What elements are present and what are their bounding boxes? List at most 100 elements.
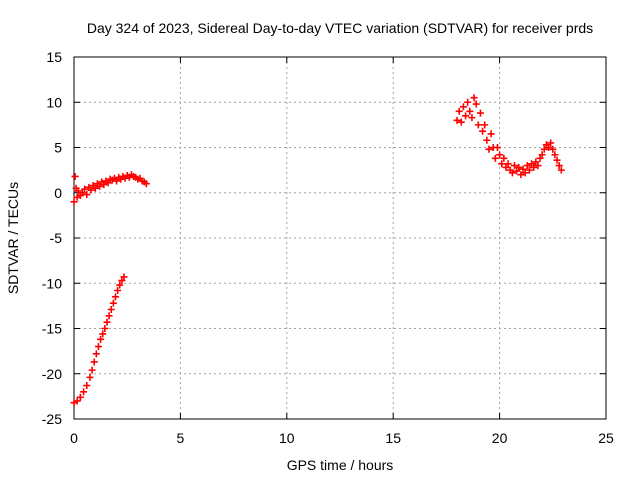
y-tick-label: -20 [42, 366, 62, 382]
data-point [545, 144, 553, 151]
data-point [517, 171, 525, 179]
data-point [532, 158, 540, 166]
data-point [557, 166, 565, 174]
data-point [523, 162, 531, 170]
data-point [118, 277, 126, 285]
data-point [97, 335, 105, 343]
y-tick-label: -15 [42, 321, 62, 337]
data-point [474, 121, 482, 129]
data-point [547, 139, 555, 147]
x-axis-label: GPS time / hours [287, 457, 394, 473]
x-tick-label: 20 [492, 430, 508, 446]
data-point [538, 151, 546, 159]
data-point [496, 151, 504, 159]
data-point [515, 163, 523, 171]
data-points [70, 94, 565, 407]
data-point [73, 397, 81, 405]
data-point [549, 145, 557, 153]
data-point [485, 145, 493, 153]
plot-frame [73, 56, 607, 420]
data-point [487, 130, 495, 138]
data-point [116, 281, 124, 289]
data-point [481, 121, 489, 129]
data-point [76, 393, 84, 401]
data-point [455, 107, 463, 115]
x-tick-label: 25 [598, 430, 614, 446]
data-point [536, 154, 544, 162]
data-point [120, 273, 128, 281]
data-point [530, 163, 538, 171]
y-axis-label: SDTVAR / TECUs [5, 182, 21, 294]
y-tick-label: 10 [46, 94, 62, 110]
y-tick-label: -10 [42, 275, 62, 291]
data-point [491, 154, 499, 162]
data-point [508, 169, 516, 177]
data-point [553, 156, 561, 164]
data-point [111, 293, 119, 301]
data-point [87, 186, 95, 194]
data-point [540, 145, 548, 153]
data-point [96, 182, 104, 190]
chart-title: Day 324 of 2023, Sidereal Day-to-day VTE… [87, 20, 593, 36]
data-point [83, 191, 91, 199]
data-point [466, 107, 474, 115]
x-tick-label: 5 [177, 430, 185, 446]
axis-ticks: 0 5 10 15 20 25 -25 -20 -15 -10 -5 0 5 10 15 [42, 49, 614, 446]
data-point [479, 127, 487, 135]
data-point [70, 198, 78, 206]
data-point [551, 151, 559, 159]
data-point [94, 343, 102, 351]
data-point [470, 94, 478, 102]
x-tick-label: 10 [279, 430, 295, 446]
data-point [468, 114, 476, 122]
y-tick-label: 0 [54, 185, 62, 201]
data-point [521, 169, 529, 177]
data-point [109, 299, 117, 307]
y-tick-label: 15 [46, 49, 62, 65]
data-point [504, 160, 512, 168]
series-segment-3 [453, 94, 565, 179]
y-tick-label: -5 [50, 230, 63, 246]
grid [74, 57, 606, 419]
data-point [510, 162, 518, 170]
data-point [71, 172, 79, 180]
data-point [103, 318, 111, 326]
data-point [453, 116, 461, 124]
data-point [462, 112, 470, 120]
data-point [92, 350, 100, 358]
data-point [90, 358, 98, 366]
series-segment-1 [70, 171, 150, 206]
data-point [83, 382, 91, 390]
data-point [498, 160, 506, 168]
data-point [519, 165, 527, 173]
data-point [534, 162, 542, 170]
data-point [79, 189, 87, 197]
y-tick-label: -25 [42, 411, 62, 427]
y-tick-label: 5 [54, 140, 62, 156]
data-point [555, 162, 563, 170]
data-point [483, 136, 491, 144]
data-point [88, 366, 96, 374]
data-point [464, 98, 472, 106]
data-point [525, 166, 533, 174]
data-point [459, 103, 467, 111]
data-point [528, 160, 536, 168]
data-point [500, 154, 508, 162]
data-point [476, 109, 484, 117]
data-point [100, 181, 108, 189]
data-point [502, 163, 510, 171]
data-point [457, 118, 465, 126]
data-point [81, 185, 89, 193]
data-point [472, 100, 480, 108]
data-point [74, 187, 82, 195]
data-point [114, 286, 122, 294]
data-point [104, 179, 112, 187]
data-point [142, 180, 150, 188]
data-point [80, 388, 88, 396]
x-tick-label: 15 [385, 430, 401, 446]
data-point [513, 167, 521, 175]
series-segment-2 [70, 273, 128, 407]
data-point [493, 144, 501, 151]
data-point [113, 177, 121, 185]
